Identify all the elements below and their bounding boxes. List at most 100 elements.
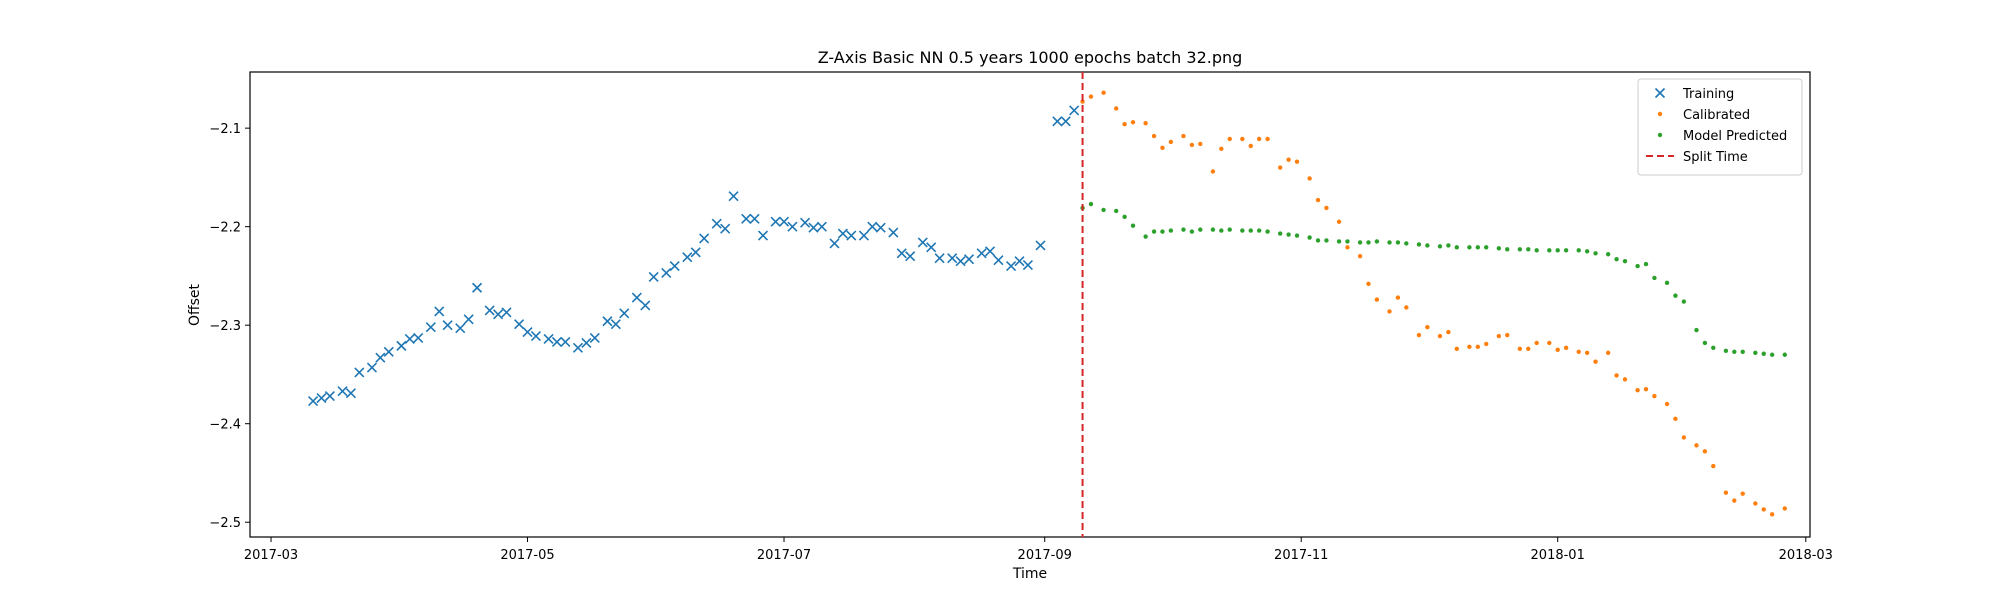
calibrated-point <box>1702 449 1708 454</box>
model-predicted-point <box>1454 245 1459 250</box>
legend-swatch-model-predicted <box>1657 132 1663 138</box>
training-point <box>434 306 445 317</box>
model-predicted-point <box>1576 248 1581 253</box>
calibrated-point <box>1454 346 1459 352</box>
y-tick-label: −2.1 <box>209 122 241 137</box>
calibrated-point <box>1277 165 1283 170</box>
calibrated-point <box>1753 501 1758 506</box>
calibrated-point <box>1446 329 1451 335</box>
model-predicted-point <box>1681 299 1687 304</box>
calibrated-point <box>1219 146 1224 152</box>
calibrated-point <box>1080 99 1085 104</box>
model-predicted-point <box>1416 242 1422 247</box>
model-predicted-point <box>1534 248 1539 253</box>
calibrated-point <box>1101 90 1106 95</box>
training-point <box>984 246 996 257</box>
calibrated-point <box>1732 498 1737 503</box>
calibrated-point <box>1593 359 1598 364</box>
calibrated-point <box>1622 377 1628 382</box>
training-point <box>522 327 533 338</box>
legend-swatch-calibrated <box>1657 111 1663 117</box>
calibrated-point <box>1143 121 1148 126</box>
calibrated-point <box>1475 344 1481 350</box>
x-tick-label: 2017-05 <box>500 548 554 563</box>
model-predicted-point <box>1307 235 1312 240</box>
training-point <box>976 248 987 259</box>
training-point <box>799 217 811 228</box>
model-predicted-point <box>1387 240 1392 245</box>
training-point <box>699 233 710 244</box>
training-point <box>661 267 672 279</box>
training-point <box>404 333 415 345</box>
y-tick-label: −2.3 <box>209 319 241 334</box>
training-point <box>619 308 630 319</box>
calibrated-point <box>1416 332 1422 338</box>
calibrated-point <box>1761 507 1766 512</box>
calibrated-point <box>1395 295 1401 300</box>
calibrated-point <box>1635 388 1640 393</box>
calibrated-point <box>1673 416 1678 421</box>
training-point <box>720 223 731 234</box>
legend-label-model-predicted: Model Predicted <box>1683 129 1787 144</box>
model-predicted-point <box>1652 275 1657 281</box>
calibrated-point <box>1505 332 1510 338</box>
training-point <box>455 323 466 334</box>
training-point <box>963 254 975 265</box>
model-predicted-point <box>1761 351 1766 356</box>
model-predicted-point <box>1265 229 1270 234</box>
training-point <box>770 216 781 227</box>
model-predicted-point <box>1345 239 1350 244</box>
y-tick-label: −2.2 <box>209 221 241 236</box>
model-predicted-point <box>1614 256 1619 262</box>
x-axis-label: Time <box>1012 566 1047 582</box>
training-point <box>375 352 386 363</box>
training-point <box>493 309 504 320</box>
calibrated-point <box>1681 435 1687 440</box>
model-predicted-point <box>1526 247 1531 252</box>
model-predicted-point <box>1240 228 1245 233</box>
model-predicted-point <box>1374 239 1380 244</box>
training-point <box>514 319 525 330</box>
training-point <box>934 253 945 264</box>
training-point <box>711 218 722 229</box>
model-predicted-point <box>1324 238 1329 243</box>
calibrated-point <box>1374 297 1380 302</box>
training-point <box>396 340 407 351</box>
legend-label-training: Training <box>1682 87 1734 102</box>
calibrated-point <box>1324 205 1329 211</box>
training-point <box>1022 260 1033 271</box>
training-point <box>1006 261 1017 272</box>
training-point <box>682 252 693 263</box>
training-point <box>846 230 857 241</box>
model-predicted-point <box>1277 231 1283 236</box>
calibrated-point <box>1168 139 1174 145</box>
training-point <box>858 230 869 241</box>
training-point <box>816 221 827 232</box>
model-predicted-point <box>1769 352 1775 357</box>
model-predicted-point <box>1753 350 1758 355</box>
training-point <box>324 391 335 402</box>
training-point <box>787 221 798 232</box>
training-point <box>560 336 571 348</box>
calibrated-point <box>1517 346 1523 352</box>
training-point <box>631 292 642 303</box>
training-point <box>993 255 1004 266</box>
model-predicted-point <box>1286 232 1291 237</box>
model-predicted-point <box>1643 261 1649 267</box>
training-point <box>669 261 680 272</box>
training-point <box>589 332 600 344</box>
training-point <box>926 242 937 253</box>
model-predicted-point <box>1151 229 1157 234</box>
x-tick-label: 2017-03 <box>244 548 298 563</box>
x-tick-label: 2017-09 <box>1018 548 1072 563</box>
training-point <box>1060 116 1071 127</box>
model-predicted-point <box>1088 201 1094 207</box>
calibrated-point <box>1614 373 1619 378</box>
training-point <box>947 253 958 264</box>
calibrated-point <box>1088 94 1094 99</box>
model-predicted-point <box>1168 228 1174 233</box>
model-predicted-point <box>1437 244 1443 249</box>
y-axis-label: Offset <box>187 283 203 326</box>
calibrated-point <box>1307 176 1312 181</box>
calibrated-point <box>1547 340 1552 346</box>
